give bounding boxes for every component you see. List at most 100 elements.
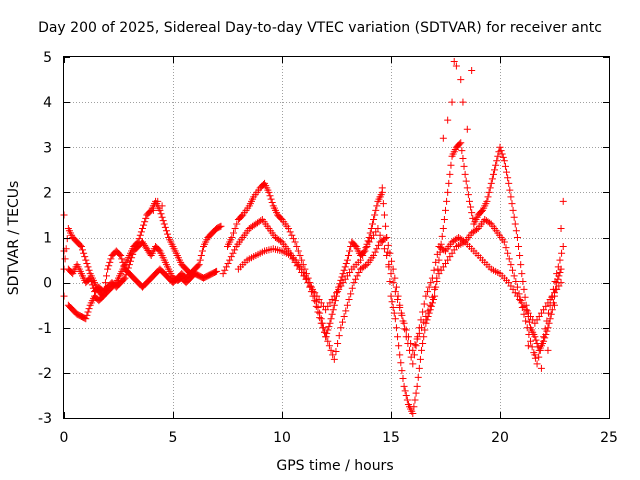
data-point — [401, 387, 409, 395]
data-point — [517, 261, 525, 269]
data-point — [328, 310, 336, 318]
data-point — [286, 228, 294, 236]
data-point — [512, 227, 520, 235]
data-point — [156, 206, 164, 214]
data-point — [157, 210, 165, 218]
data-point — [460, 162, 468, 170]
data-point — [196, 256, 204, 264]
data-point — [356, 256, 364, 264]
data-point — [228, 234, 236, 241]
data-point — [380, 211, 388, 219]
data-point — [347, 290, 355, 298]
data-point — [387, 292, 395, 300]
data-point — [456, 140, 464, 148]
data-point — [326, 319, 334, 327]
data-point — [388, 298, 396, 306]
data-point — [325, 323, 333, 331]
data-point — [289, 235, 297, 243]
grid — [64, 57, 609, 418]
data-point — [394, 333, 402, 341]
x-tick-label: 20 — [491, 430, 509, 446]
data-point — [531, 333, 539, 341]
data-point — [389, 303, 397, 311]
data-point — [527, 337, 535, 345]
data-point — [497, 147, 505, 155]
data-point — [77, 243, 85, 251]
data-point — [391, 315, 399, 323]
data-point — [104, 265, 112, 273]
data-point — [428, 293, 436, 301]
data-point — [389, 279, 397, 287]
data-point — [350, 279, 358, 287]
data-point — [386, 277, 394, 285]
data-point — [509, 266, 517, 274]
data-point — [136, 231, 144, 239]
data-point — [339, 270, 347, 278]
data-point — [431, 285, 439, 293]
data-point — [484, 193, 492, 201]
data-point — [399, 375, 407, 383]
data-point — [541, 325, 549, 333]
data-point — [374, 224, 382, 232]
data-point — [485, 188, 493, 196]
data-point — [409, 360, 417, 368]
data-point — [553, 270, 561, 278]
data-point — [160, 220, 168, 228]
x-tick-label: 0 — [60, 430, 69, 446]
data-point — [433, 277, 441, 285]
data-point — [400, 319, 408, 327]
data-point — [414, 373, 422, 381]
data-point — [332, 347, 340, 355]
data-point — [233, 220, 241, 228]
data-point — [117, 252, 125, 260]
data-points — [60, 58, 567, 417]
data-point — [457, 139, 465, 147]
data-point — [505, 179, 513, 187]
data-point — [465, 197, 473, 205]
data-point — [499, 153, 507, 161]
data-point — [525, 331, 533, 339]
data-point — [402, 326, 410, 334]
data-point — [197, 252, 205, 260]
data-point — [106, 258, 114, 266]
data-point — [557, 279, 565, 287]
data-point — [491, 166, 499, 174]
data-point — [122, 271, 130, 279]
data-point — [412, 342, 420, 350]
data-point — [518, 303, 526, 311]
data-point — [294, 247, 302, 255]
data-point — [551, 277, 559, 285]
data-point — [83, 259, 91, 267]
data-point — [440, 246, 448, 254]
data-point — [341, 263, 349, 271]
data-point — [511, 220, 519, 228]
data-point — [311, 297, 319, 305]
series-track-c — [64, 238, 199, 296]
data-point — [395, 342, 403, 350]
series-track-a — [60, 222, 225, 300]
data-point — [486, 184, 494, 192]
data-point — [370, 215, 378, 223]
data-point — [371, 248, 379, 256]
data-point — [463, 125, 471, 133]
data-point — [359, 252, 367, 260]
data-point — [458, 147, 466, 155]
x-tick-label: 15 — [382, 430, 400, 446]
data-point — [149, 206, 157, 214]
data-point — [142, 214, 150, 222]
data-point — [276, 237, 284, 245]
data-point — [343, 301, 351, 309]
data-point — [378, 238, 386, 246]
data-point — [543, 317, 551, 325]
data-point — [137, 228, 145, 236]
data-point — [394, 296, 402, 304]
data-point — [415, 364, 423, 372]
data-point — [140, 221, 148, 229]
data-point — [327, 315, 335, 323]
data-point — [231, 246, 239, 254]
x-tick-label: 5 — [169, 430, 178, 446]
data-point — [424, 307, 432, 315]
data-point — [373, 202, 381, 210]
data-point — [531, 351, 539, 359]
data-point — [266, 192, 274, 200]
